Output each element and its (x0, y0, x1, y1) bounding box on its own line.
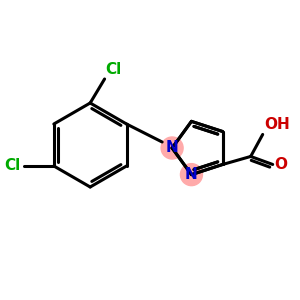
Text: Cl: Cl (106, 62, 122, 77)
Text: Cl: Cl (4, 158, 21, 173)
Circle shape (181, 164, 202, 186)
Text: OH: OH (265, 118, 290, 133)
Text: N: N (166, 140, 178, 155)
Circle shape (161, 137, 183, 159)
Text: O: O (275, 157, 288, 172)
Text: N: N (185, 167, 198, 182)
